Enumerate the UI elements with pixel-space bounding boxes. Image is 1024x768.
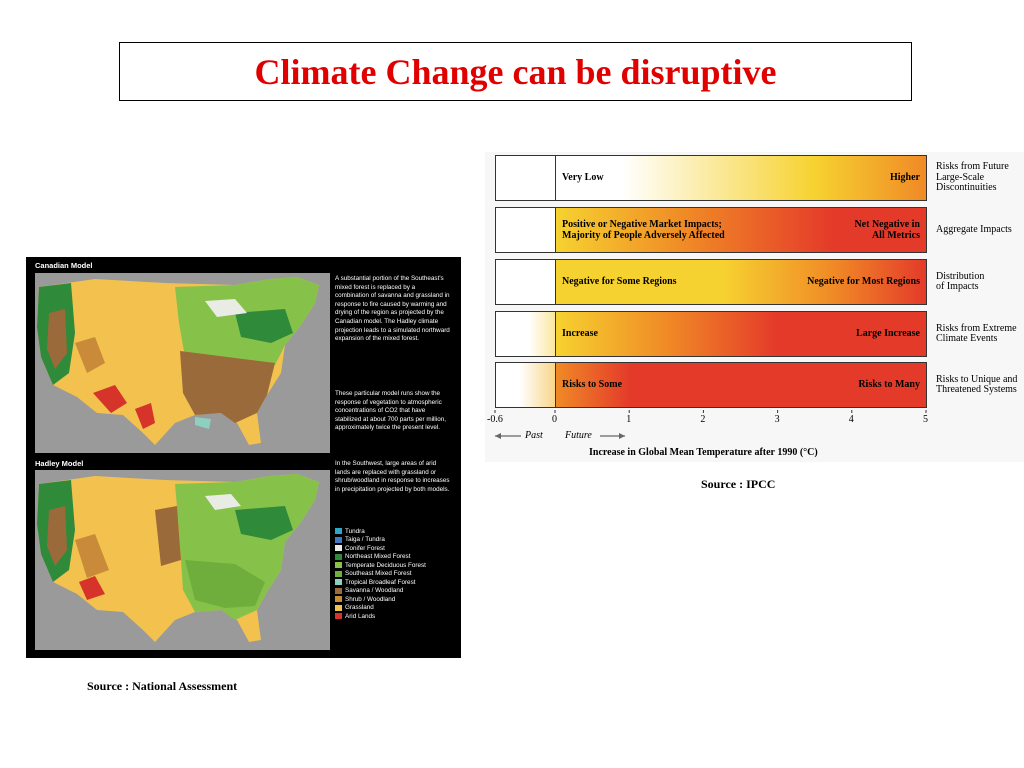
map-description-2: These particular model runs show the res… <box>335 390 446 432</box>
legend-item: Grassland <box>335 604 426 613</box>
legend-item: Tundra <box>335 527 426 536</box>
risk-row: Risks to Some Risks to Many <box>495 362 927 408</box>
legend-swatch <box>335 562 342 569</box>
row-category-label: Aggregate Impacts <box>936 223 1012 235</box>
legend-item: Southeast Mixed Forest <box>335 570 426 579</box>
past-band <box>496 208 556 252</box>
legend-item: Conifer Forest <box>335 544 426 553</box>
source-ipcc: Source : IPCC <box>701 477 776 491</box>
row-category-label: Distribution of Impacts <box>936 270 985 292</box>
row-low-label: Positive or Negative Market Impacts; Maj… <box>562 219 725 241</box>
risk-row: Positive or Negative Market Impacts; Maj… <box>495 207 927 253</box>
axis-tick-label: 4 <box>848 414 854 425</box>
legend-label: Tundra <box>345 527 365 535</box>
legend-label: Tropical Broadleaf Forest <box>345 578 416 586</box>
legend-label: Arid Lands <box>345 612 376 620</box>
row-category-label: Risks from Extreme Climate Events <box>936 322 1017 344</box>
future-label: Future <box>565 430 592 441</box>
ipcc-reasons-for-concern-figure: Very Low Higher Risks from Future Large-Sc… <box>485 152 1024 462</box>
past-label: Past <box>525 430 543 441</box>
axis-tick-label: -0.6 <box>487 414 503 425</box>
legend-item: Tropical Broadleaf Forest <box>335 578 426 587</box>
legend-item: Northeast Mixed Forest <box>335 553 426 562</box>
axis-tick-label: 0 <box>552 414 557 425</box>
title-box: Climate Change can be disruptive <box>119 42 912 101</box>
axis-tick-label: 1 <box>626 414 632 425</box>
legend-swatch <box>335 579 342 586</box>
risk-gradient-bar <box>556 208 926 252</box>
legend-swatch <box>335 536 342 543</box>
vegetation-map-figure: Canadian Model A substantial portion of … <box>26 257 461 658</box>
legend-swatch <box>335 604 342 611</box>
risk-gradient-bar <box>556 312 926 356</box>
axis-title: Increase in Global Mean Temperature afte… <box>589 447 818 458</box>
canadian-map-image <box>35 273 330 453</box>
axis-tick-label: 2 <box>700 414 706 425</box>
legend-swatch <box>335 587 342 594</box>
row-high-label: Risks to Many <box>858 379 920 390</box>
row-low-label: Negative for Some Regions <box>562 276 677 287</box>
legend-swatch <box>335 570 342 577</box>
legend-swatch <box>335 553 342 560</box>
risk-row: Negative for Some Regions Negative for Mo… <box>495 259 927 305</box>
vegetation-legend: Tundra Taiga / Tundra Conifer Forest Northe… <box>335 527 426 621</box>
risk-row: Increase Large Increase <box>495 311 927 357</box>
source-national-assessment: Source : National Assessment <box>87 679 238 693</box>
map-description-3: In the Southwest, large areas of arid la… <box>335 460 450 493</box>
map-description-1: A substantial portion of the Southeast's… <box>335 275 450 343</box>
legend-item: Shrub / Woodland <box>335 595 426 604</box>
axis-tick-label: 5 <box>923 414 928 425</box>
legend-item: Taiga / Tundra <box>335 536 426 545</box>
row-high-label: Net Negative in All Metrics <box>854 219 920 241</box>
past-band <box>496 363 556 407</box>
legend-label: Temperate Deciduous Forest <box>345 561 426 569</box>
risk-row: Very Low Higher <box>495 155 927 201</box>
legend-item: Arid Lands <box>335 612 426 621</box>
future-arrow-head <box>619 433 625 439</box>
row-low-label: Increase <box>562 328 598 339</box>
row-low-label: Very Low <box>562 172 604 183</box>
legend-label: Savanna / Woodland <box>345 587 404 595</box>
legend-item: Savanna / Woodland <box>335 587 426 596</box>
row-low-label: Risks to Some <box>562 379 623 390</box>
legend-label: Northeast Mixed Forest <box>345 553 411 561</box>
temperature-axis <box>494 410 927 439</box>
slide-title: Climate Change can be disruptive <box>254 51 777 92</box>
canadian-model-label: Canadian Model <box>35 261 93 270</box>
past-band <box>496 312 556 356</box>
legend-swatch <box>335 545 342 552</box>
row-high-label: Negative for Most Regions <box>807 276 920 287</box>
legend-label: Shrub / Woodland <box>345 595 396 603</box>
row-category-label: Risks to Unique and Threatened Systems <box>936 373 1018 395</box>
risk-gradient-bar <box>556 260 926 304</box>
legend-label: Conifer Forest <box>345 544 385 552</box>
past-band <box>496 156 556 200</box>
legend-swatch <box>335 528 342 535</box>
hadley-model-label: Hadley Model <box>35 459 84 468</box>
legend-label: Taiga / Tundra <box>345 536 385 544</box>
legend-swatch <box>335 613 342 620</box>
risk-gradient-bar <box>556 156 926 200</box>
legend-label: Grassland <box>345 604 374 612</box>
hadley-map-image <box>35 470 330 650</box>
row-high-label: Higher <box>890 172 920 183</box>
axis-tick-label: 3 <box>774 414 780 425</box>
canadian-model-map <box>35 273 330 453</box>
legend-label: Southeast Mixed Forest <box>345 570 412 578</box>
risk-gradient-bar <box>556 363 926 407</box>
legend-item: Temperate Deciduous Forest <box>335 561 426 570</box>
row-high-label: Large Increase <box>856 328 920 339</box>
hadley-model-map <box>35 470 330 650</box>
legend-swatch <box>335 596 342 603</box>
row-category-label: Risks from Future Large-Scale Discontinu… <box>936 161 1009 194</box>
past-band <box>496 260 556 304</box>
past-arrow-head <box>495 433 501 439</box>
